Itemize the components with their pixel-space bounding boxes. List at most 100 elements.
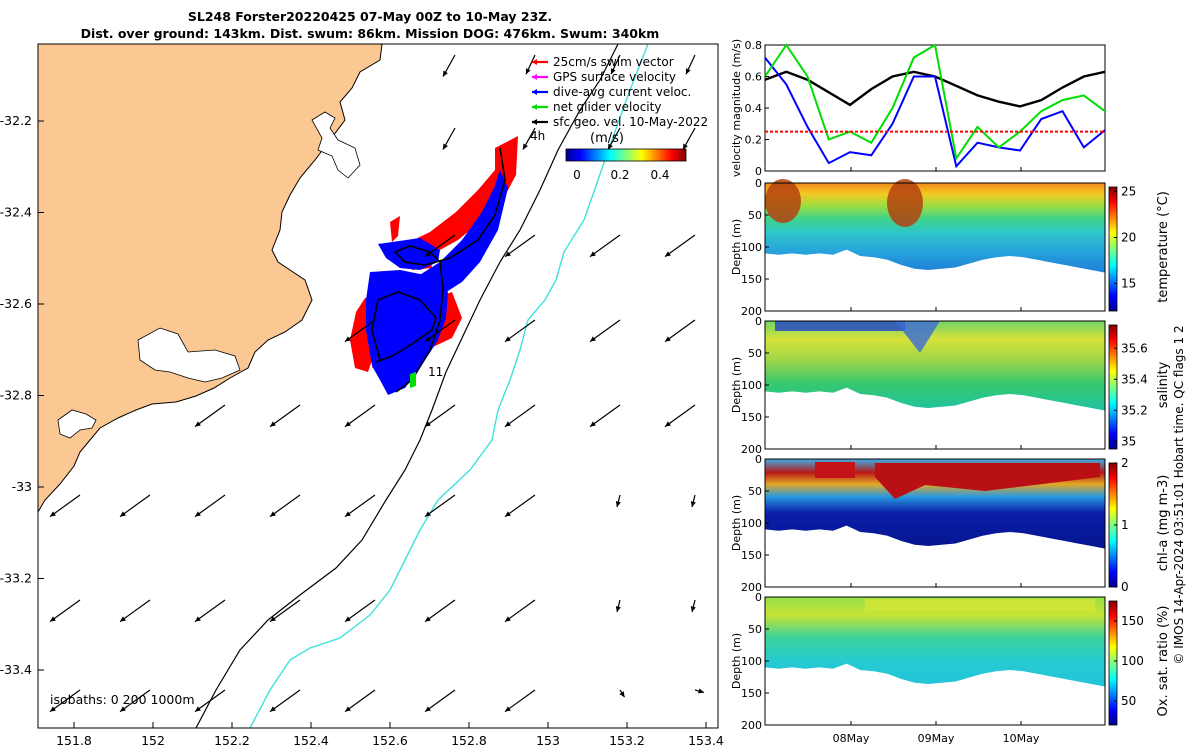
depth-tick-label: 0 bbox=[755, 177, 762, 190]
legend-label: GPS surface velocity bbox=[553, 70, 676, 84]
map-colorbar-unit: (m/s) bbox=[590, 131, 624, 146]
depth-tick-label: 50 bbox=[748, 347, 762, 360]
map-x-tick-label: 152 bbox=[141, 733, 165, 748]
legend-label: dive-avg current veloc. bbox=[553, 85, 691, 99]
depth-tick-label: 0 bbox=[755, 453, 762, 466]
lake-myall bbox=[137, 327, 241, 383]
time-x-axis: 08May 09May 10May bbox=[833, 167, 1040, 745]
map-y-tick-label: -32.2 bbox=[0, 113, 32, 128]
depth-tick-label: 150 bbox=[741, 273, 762, 286]
map-x-tick-label: 152.6 bbox=[372, 733, 408, 748]
chart-title-line1: SL248 Forster20220425 07-May 00Z to 10-M… bbox=[187, 9, 553, 24]
port-stephens bbox=[57, 409, 97, 439]
colorbar-tick-label: 1 bbox=[1121, 518, 1129, 532]
map-y-tick-label: -32.4 bbox=[0, 205, 32, 220]
map-y-tick-label: -32.6 bbox=[0, 296, 32, 311]
lake-wallis bbox=[311, 111, 361, 179]
track-label-4h: 4h bbox=[530, 129, 545, 143]
colorbar-tick-label: 50 bbox=[1121, 694, 1136, 708]
salinity-panel: 0 50 100 150 200 Depth (m) 35.6 35.4 35.2 35 salin… bbox=[730, 315, 1171, 456]
velocity-series bbox=[764, 43, 1106, 169]
map-x-tick-label: 152.2 bbox=[214, 733, 250, 748]
colorbar-tick-label: 35 bbox=[1121, 434, 1136, 448]
colorbar-tick-label: 150 bbox=[1121, 614, 1144, 628]
depth-tick-label: 100 bbox=[741, 517, 762, 530]
depth-tick-label: 0 bbox=[755, 315, 762, 328]
velocity-series-line bbox=[764, 56, 1106, 169]
section-data-fill bbox=[765, 597, 1105, 687]
isobath-1000m bbox=[249, 44, 649, 728]
colorbar-tick-label: 2 bbox=[1121, 456, 1129, 470]
depth-tick-label: 200 bbox=[741, 305, 762, 318]
legend-label: sfc geo. vel. 10-May-2022 bbox=[553, 115, 708, 129]
velocity-y-tick-label: 0.2 bbox=[745, 134, 763, 147]
section-colorbar bbox=[1108, 600, 1118, 726]
depth-axis-label: Depth (m) bbox=[730, 633, 743, 689]
velocity-y-tick-label: 0.6 bbox=[745, 71, 763, 84]
depth-tick-label: 200 bbox=[741, 719, 762, 732]
qc-side-note: © IMOS 14-Apr-2024 03:51:01 Hobart time.… bbox=[1172, 325, 1186, 664]
depth-tick-label: 200 bbox=[741, 443, 762, 456]
map-panel: 11 4h 151.8 152 152.2 152.4 152.6 152.8 153 153… bbox=[0, 43, 724, 748]
colorbar-label: temperature (°C) bbox=[1156, 191, 1171, 303]
map-y-tick-label: -33.4 bbox=[0, 662, 32, 677]
map-y-tick-label: -33.2 bbox=[0, 571, 32, 586]
colorbar-tick-label: 25 bbox=[1121, 185, 1136, 199]
map-axes-frame bbox=[37, 43, 719, 729]
map-x-axis: 151.8 152 152.2 152.4 152.6 152.8 153 153.2 153.… bbox=[56, 722, 724, 748]
map-x-tick-label: 153.4 bbox=[688, 733, 724, 748]
velocity-y-tick-label: 0.4 bbox=[745, 102, 763, 115]
depth-axis-label: Depth (m) bbox=[730, 495, 743, 551]
legend-label: net glider velocity bbox=[553, 100, 661, 114]
depth-axis-label: Depth (m) bbox=[730, 219, 743, 275]
colorbar-tick-label: 35.2 bbox=[1121, 403, 1148, 417]
map-x-tick-label: 151.8 bbox=[56, 733, 92, 748]
geostrophic-arrows bbox=[49, 54, 705, 713]
track-label-11: 11 bbox=[428, 365, 443, 379]
velocity-ylabel: velocity magnitude (m/s) bbox=[730, 39, 743, 177]
depth-tick-label: 50 bbox=[748, 485, 762, 498]
colorbar-tick-label: 35.6 bbox=[1121, 341, 1148, 355]
section-data-fill bbox=[765, 183, 1105, 273]
velocity-y-axis: 0.8 0.6 0.4 0.2 0 bbox=[745, 39, 769, 178]
depth-tick-label: 50 bbox=[748, 209, 762, 222]
time-tick-label: 10May bbox=[1003, 732, 1040, 745]
depth-tick-label: 0 bbox=[755, 591, 762, 604]
colorbar-tick-label: 20 bbox=[1121, 231, 1136, 245]
temperature-panel: 0 50 100 150 200 Depth (m) 25 20 15 temperature (… bbox=[730, 177, 1171, 318]
colorbar-label: chl-a (mg m-3) bbox=[1156, 475, 1171, 572]
map-colorbar-tick-2: 0.4 bbox=[650, 168, 669, 182]
map-colorbar bbox=[565, 148, 687, 162]
velocity-y-tick-label: 0 bbox=[755, 165, 762, 178]
time-tick-label: 09May bbox=[918, 732, 955, 745]
colorbar-label: salinity bbox=[1156, 361, 1171, 408]
timeseries-panels: 0.8 0.6 0.4 0.2 0 velocity magnitude (m/s) 0… bbox=[730, 39, 1186, 745]
isobaths-label: isobaths: 0 200 1000m bbox=[50, 692, 195, 707]
depth-tick-label: 100 bbox=[741, 241, 762, 254]
depth-tick-label: 200 bbox=[741, 581, 762, 594]
chart-title-line2: Dist. over ground: 143km. Dist. swum: 86… bbox=[80, 26, 660, 41]
colorbar-label: Ox. sat. ratio (%) bbox=[1156, 606, 1171, 717]
map-x-tick-label: 153.2 bbox=[609, 733, 645, 748]
land-area bbox=[38, 44, 383, 513]
depth-tick-label: 50 bbox=[748, 623, 762, 636]
isobath-200m bbox=[195, 44, 619, 728]
section-colorbar bbox=[1108, 324, 1118, 450]
time-tick-label: 08May bbox=[833, 732, 870, 745]
map-y-axis: -32.2 -32.4 -32.6 -32.8 -33 -33.2 -33.4 bbox=[0, 113, 44, 677]
velocity-y-tick-label: 0.8 bbox=[745, 39, 763, 52]
depth-tick-label: 150 bbox=[741, 687, 762, 700]
colorbar-tick-label: 35.4 bbox=[1121, 372, 1148, 386]
section-data-fill bbox=[765, 321, 1105, 411]
map-colorbar-tick-1: 0.2 bbox=[610, 168, 629, 182]
depth-tick-label: 100 bbox=[741, 655, 762, 668]
velocity-series-line bbox=[764, 43, 1106, 161]
depth-tick-label: 150 bbox=[741, 411, 762, 424]
depth-tick-label: 150 bbox=[741, 549, 762, 562]
map-x-tick-label: 152.8 bbox=[451, 733, 487, 748]
map-y-tick-label: -33 bbox=[12, 479, 32, 494]
colorbar-tick-label: 15 bbox=[1121, 276, 1136, 290]
chla-panel: 0 50 100 150 200 Depth (m) 2 1 0 chl-a (mg m-3) bbox=[730, 453, 1171, 594]
map-y-tick-label: -32.8 bbox=[0, 388, 32, 403]
